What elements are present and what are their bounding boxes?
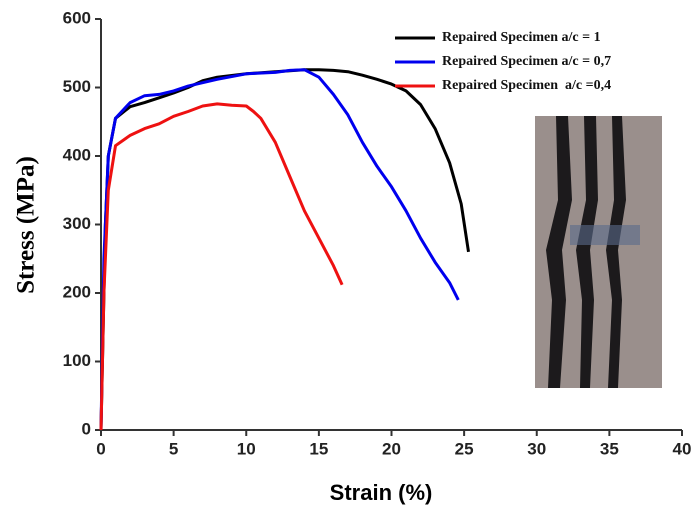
legend-label: Repaired Specimen a/c = 0,7 [442, 54, 611, 69]
y-tick-label: 100 [63, 351, 91, 370]
x-tick-label: 0 [96, 439, 105, 458]
y-tick-label: 200 [63, 282, 91, 301]
y-axis-label: Stress (MPa) [13, 156, 40, 294]
legend-label: Repaired Specimen a/c = 1 [442, 30, 601, 45]
x-axis-label: Strain (%) [330, 480, 433, 505]
y-tick-label: 400 [63, 145, 91, 164]
x-tick-label: 35 [600, 439, 619, 458]
x-tick-label: 20 [382, 439, 401, 458]
y-tick-label: 600 [63, 8, 91, 27]
series-line [99, 102, 344, 431]
x-tick-label: 40 [673, 439, 692, 458]
x-tick-label: 15 [309, 439, 328, 458]
x-tick-label: 5 [169, 439, 178, 458]
x-tick-label: 25 [455, 439, 474, 458]
x-tick-label: 30 [527, 439, 546, 458]
x-tick-label: 10 [237, 439, 256, 458]
y-tick-label: 300 [63, 214, 91, 233]
series-line [99, 68, 460, 431]
legend-label: Repaired Specimen a/c =0,4 [442, 78, 611, 93]
y-tick-label: 0 [82, 419, 91, 438]
specimen-photo [535, 116, 662, 388]
y-tick-label: 500 [63, 77, 91, 96]
